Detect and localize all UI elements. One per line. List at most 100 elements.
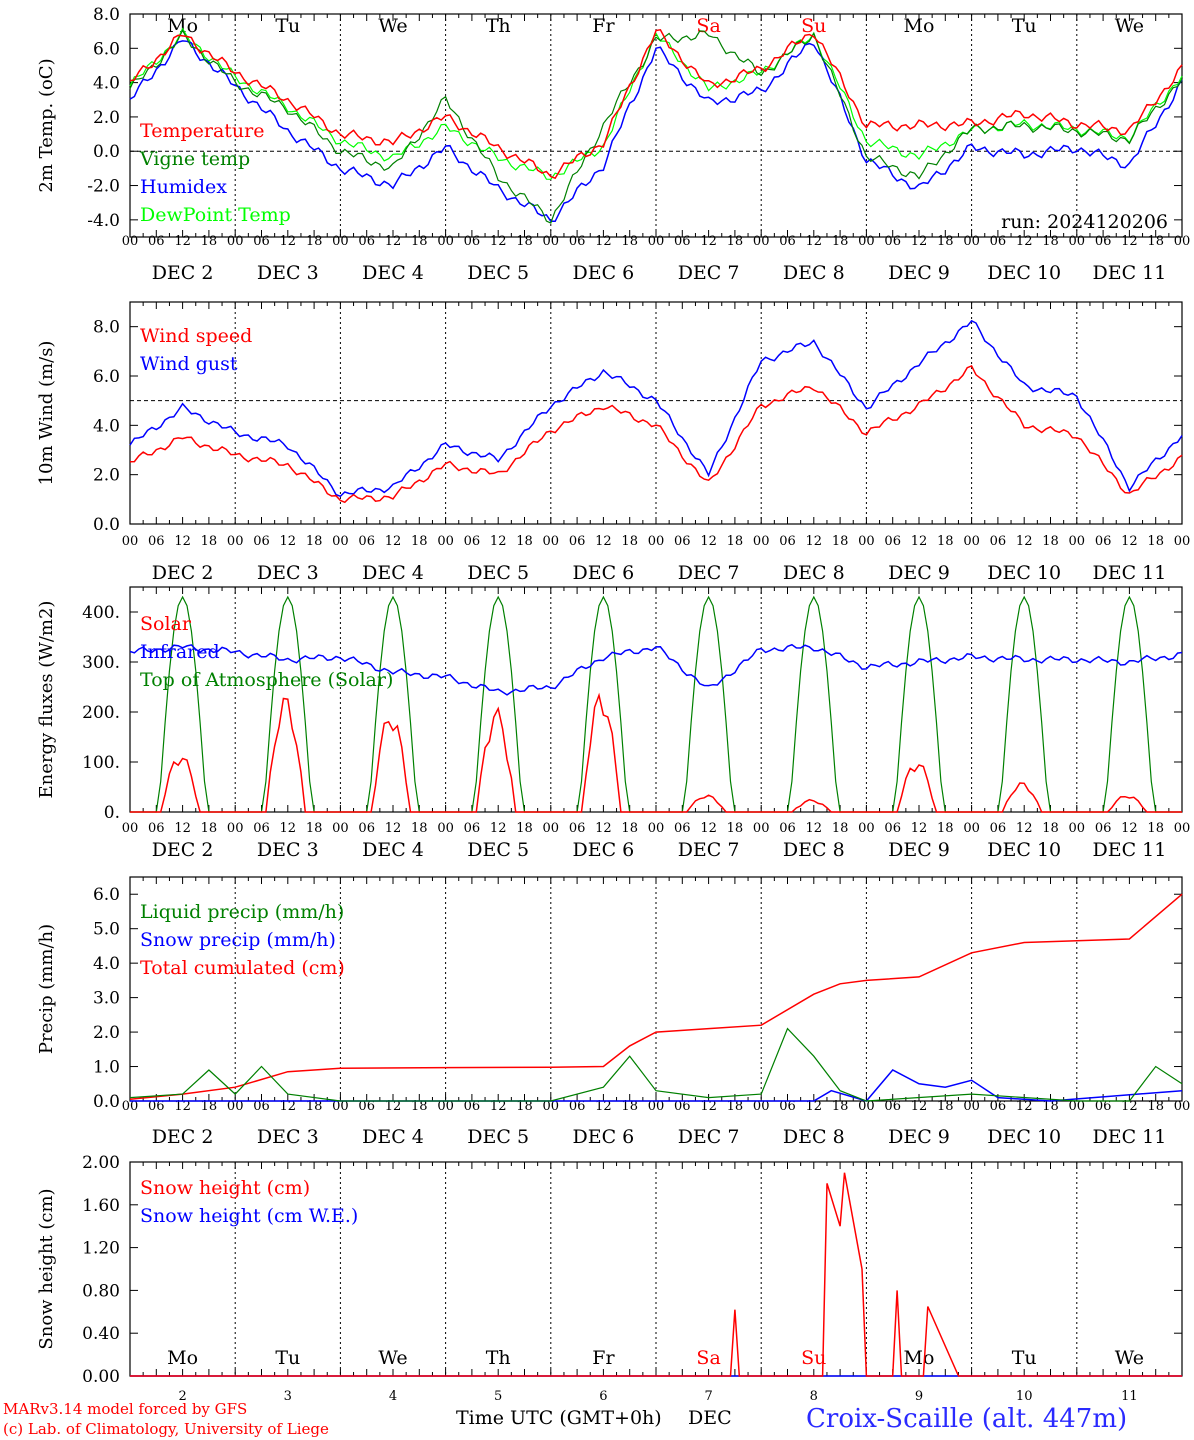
hour-tick-label: 06 bbox=[884, 234, 901, 249]
weekday-label: Mo bbox=[167, 1347, 198, 1369]
weekday-label: Tu bbox=[275, 1347, 300, 1369]
day-number-label: 8 bbox=[810, 1389, 818, 1404]
hour-tick-label: 06 bbox=[990, 821, 1007, 836]
hour-tick-label: 18 bbox=[832, 234, 849, 249]
hour-tick-label: 12 bbox=[280, 821, 297, 836]
series-line bbox=[129, 28, 1183, 224]
hour-tick-label: 18 bbox=[306, 234, 323, 249]
hour-tick-label: 06 bbox=[569, 234, 586, 249]
hour-tick-label: 18 bbox=[411, 234, 428, 249]
hour-tick-label: 18 bbox=[727, 234, 744, 249]
hour-tick-label: 00 bbox=[1174, 821, 1191, 836]
time-axis-label: Time UTC (GMT+0h) bbox=[456, 1407, 662, 1429]
y-tick-label: 1.0 bbox=[93, 1058, 120, 1078]
y-axis-label: Snow height (cm) bbox=[36, 1188, 57, 1349]
date-label: DEC 6 bbox=[573, 562, 635, 584]
hour-tick-label: 00 bbox=[122, 234, 139, 249]
hour-tick-label: 12 bbox=[911, 534, 928, 549]
series-line bbox=[129, 643, 1183, 696]
hour-tick-label: 12 bbox=[700, 234, 717, 249]
hour-tick-label: 18 bbox=[411, 1099, 428, 1114]
weekday-label: We bbox=[378, 15, 407, 37]
y-tick-label: 0.0 bbox=[93, 142, 120, 162]
date-label: DEC 4 bbox=[362, 1126, 424, 1148]
hour-tick-label: 12 bbox=[595, 534, 612, 549]
hour-tick-label: 06 bbox=[990, 1099, 1007, 1114]
hour-tick-label: 18 bbox=[201, 534, 218, 549]
y-tick-label: 300. bbox=[82, 653, 120, 673]
hour-tick-label: 12 bbox=[280, 234, 297, 249]
date-label: DEC 10 bbox=[987, 1126, 1061, 1148]
series-line bbox=[129, 319, 1183, 498]
hour-tick-label: 18 bbox=[832, 1099, 849, 1114]
hour-tick-label: 18 bbox=[201, 1099, 218, 1114]
hour-tick-label: 12 bbox=[385, 1099, 402, 1114]
legend-entry: Wind gust bbox=[140, 353, 238, 375]
date-label: DEC 10 bbox=[987, 562, 1061, 584]
hour-tick-label: 00 bbox=[1174, 1099, 1191, 1114]
date-label: DEC 5 bbox=[467, 1126, 529, 1148]
weekday-label: Th bbox=[486, 1347, 511, 1369]
date-label: DEC 4 bbox=[362, 839, 424, 861]
legend-entry: Snow height (cm) bbox=[140, 1177, 310, 1199]
date-label: DEC 9 bbox=[888, 262, 950, 284]
hour-tick-label: 18 bbox=[306, 534, 323, 549]
hour-tick-label: 12 bbox=[490, 821, 507, 836]
hour-tick-label: 12 bbox=[1016, 234, 1033, 249]
hour-tick-label: 18 bbox=[516, 234, 533, 249]
hour-tick-label: 06 bbox=[1095, 534, 1112, 549]
hour-tick-label: 00 bbox=[1069, 1099, 1086, 1114]
date-label: DEC 2 bbox=[152, 262, 214, 284]
hour-tick-label: 18 bbox=[832, 534, 849, 549]
hour-tick-label: 06 bbox=[358, 821, 375, 836]
hour-tick-label: 06 bbox=[464, 534, 481, 549]
date-label: DEC 8 bbox=[783, 839, 845, 861]
hour-tick-label: 06 bbox=[464, 821, 481, 836]
hour-tick-label: 00 bbox=[543, 821, 560, 836]
legend-entry: Humidex bbox=[140, 176, 227, 198]
hour-tick-label: 12 bbox=[1121, 234, 1138, 249]
hour-tick-label: 18 bbox=[937, 821, 954, 836]
date-label: DEC 8 bbox=[783, 262, 845, 284]
hour-tick-label: 00 bbox=[332, 1099, 349, 1114]
date-label: DEC 11 bbox=[1092, 839, 1166, 861]
hour-tick-label: 06 bbox=[779, 534, 796, 549]
hour-tick-label: 12 bbox=[1016, 1099, 1033, 1114]
hour-tick-label: 18 bbox=[621, 821, 638, 836]
date-label: DEC 10 bbox=[987, 839, 1061, 861]
hour-tick-label: 06 bbox=[464, 1099, 481, 1114]
hour-tick-label: 00 bbox=[1069, 234, 1086, 249]
panel-precip: 0.0 1.0 2.0 3.0 4.0 5.0 6.0 Precip (mm/h) 00 06 12… bbox=[36, 876, 1191, 1148]
hour-tick-label: 00 bbox=[648, 534, 665, 549]
hour-tick-label: 18 bbox=[1042, 534, 1059, 549]
hour-tick-label: 06 bbox=[358, 534, 375, 549]
hour-tick-label: 06 bbox=[1095, 821, 1112, 836]
month-label: DEC bbox=[688, 1407, 732, 1429]
hour-tick-label: 00 bbox=[963, 534, 980, 549]
y-tick-label: 6.0 bbox=[93, 39, 120, 59]
y-tick-label: -2.0 bbox=[87, 177, 120, 197]
hour-tick-label: 00 bbox=[963, 1099, 980, 1114]
hour-tick-label: 00 bbox=[753, 234, 770, 249]
legend-entry: Wind speed bbox=[140, 325, 252, 347]
hour-tick-label: 06 bbox=[569, 534, 586, 549]
hour-tick-label: 00 bbox=[648, 821, 665, 836]
weekday-label: Tu bbox=[1012, 15, 1037, 37]
hour-tick-label: 12 bbox=[911, 1099, 928, 1114]
date-label: DEC 7 bbox=[678, 262, 740, 284]
hour-tick-label: 18 bbox=[411, 821, 428, 836]
panel-temp: -4.0 -2.0 0.0 2.0 4.0 6.0 8.0 2m Temp. (oC) 00 06… bbox=[36, 5, 1190, 284]
hour-tick-label: 00 bbox=[753, 534, 770, 549]
hour-tick-label: 18 bbox=[621, 1099, 638, 1114]
hour-tick-label: 06 bbox=[569, 821, 586, 836]
y-tick-label: -4.0 bbox=[87, 211, 120, 231]
hour-tick-label: 06 bbox=[1095, 234, 1112, 249]
date-label: DEC 2 bbox=[152, 562, 214, 584]
hour-tick-label: 00 bbox=[858, 534, 875, 549]
y-tick-label: 4.0 bbox=[93, 416, 120, 436]
hour-tick-label: 06 bbox=[779, 234, 796, 249]
weekday-label: Fr bbox=[592, 15, 615, 37]
hour-tick-label: 00 bbox=[227, 234, 244, 249]
series-line bbox=[129, 893, 1183, 1101]
